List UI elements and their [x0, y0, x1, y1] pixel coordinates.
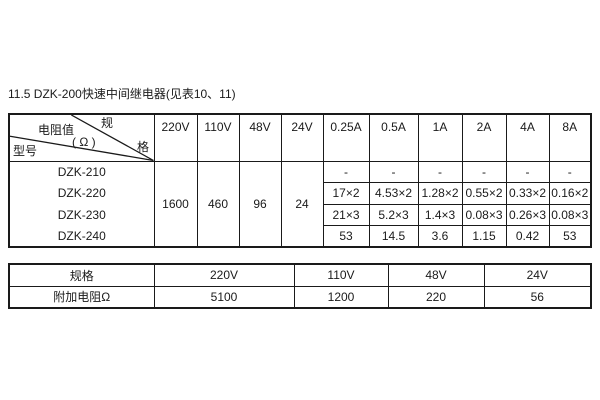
model-cell-dzk-210: DZK-210: [8, 161, 155, 183]
value-cell: -: [461, 160, 507, 183]
addres-value-110v: 1200: [293, 285, 389, 309]
addres-column-220v: 220V: [153, 263, 295, 287]
corner-resistance-unit: ( Ω ): [72, 135, 96, 149]
value-cell: 0.42: [505, 225, 550, 248]
addres-value-220v: 5100: [153, 285, 295, 309]
addres-row-label: 附加电阻Ω: [8, 285, 155, 309]
resistance-value-110v: 460: [196, 160, 240, 248]
value-cell: 53: [548, 225, 592, 248]
value-cell: 53: [322, 225, 370, 248]
column-header-8a: 8A: [548, 113, 592, 162]
addres-value-48v: 220: [387, 285, 485, 309]
column-header-0-5a: 0.5A: [368, 113, 419, 162]
model-cell-dzk-220: DZK-220: [8, 182, 155, 204]
table-row-dzk-240: DZK-240 53 14.5 3.6 1.15 0.42 53: [8, 225, 592, 248]
diagonal-lines: [10, 115, 153, 160]
column-header-24v: 24V: [280, 113, 324, 162]
table-row-dzk-220: DZK-220 17×2 4.53×2 1.28×2 0.55×2 0.33×2…: [8, 182, 592, 205]
value-cell: 0.16×2: [548, 182, 592, 205]
value-cell: -: [368, 160, 419, 183]
addres-column-110v: 110V: [293, 263, 389, 287]
value-cell: -: [548, 160, 592, 183]
value-cell: 1.4×3: [417, 203, 463, 226]
addres-column-48v: 48V: [387, 263, 485, 287]
resistance-value-220v: 1600: [153, 160, 198, 248]
value-cell: 5.2×3: [368, 203, 419, 226]
page-title: 11.5 DZK-200快速中间继电器(见表10、11): [8, 87, 236, 101]
model-cell-dzk-230: DZK-230: [8, 204, 155, 226]
value-cell: 1.15: [461, 225, 507, 248]
column-header-1a: 1A: [417, 113, 463, 162]
column-header-48v: 48V: [238, 113, 282, 162]
column-header-4a: 4A: [505, 113, 550, 162]
addres-column-24v: 24V: [483, 263, 592, 287]
value-cell: 0.33×2: [505, 182, 550, 205]
value-cell: 1.28×2: [417, 182, 463, 205]
value-cell: 17×2: [322, 182, 370, 205]
addres-header-row: 规格 220V 110V 48V 24V: [8, 263, 592, 287]
value-cell: -: [505, 160, 550, 183]
value-cell: -: [322, 160, 370, 183]
value-cell: 0.26×3: [505, 203, 550, 226]
column-header-0-25a: 0.25A: [322, 113, 370, 162]
value-cell: 21×3: [322, 203, 370, 226]
value-cell: 0.08×3: [461, 203, 507, 226]
value-cell: 3.6: [417, 225, 463, 248]
value-cell: 0.08×3: [548, 203, 592, 226]
corner-spec-label-bottom: 格: [137, 140, 150, 154]
column-header-2a: 2A: [461, 113, 507, 162]
resistance-value-48v: 96: [238, 160, 282, 248]
value-cell: -: [417, 160, 463, 183]
value-cell: 4.53×2: [368, 182, 419, 205]
resistance-value-24v: 24: [280, 160, 324, 248]
corner-resistance-label: 电阻值: [38, 123, 75, 137]
value-cell: 0.55×2: [461, 182, 507, 205]
model-cell-dzk-240: DZK-240: [8, 225, 155, 247]
table-row-dzk-210: DZK-210 1600 460 96 24 - - - - - -: [8, 160, 592, 248]
addres-value-24v: 56: [483, 285, 592, 309]
additional-resistance-table: 规格 220V 110V 48V 24V 附加电阻Ω 5100 1200 220…: [8, 263, 592, 309]
corner-spec-label-top: 规: [101, 116, 114, 130]
addres-value-row: 附加电阻Ω 5100 1200 220 56: [8, 285, 592, 309]
value-cell: 14.5: [368, 225, 419, 248]
addres-spec-label: 规格: [8, 263, 155, 287]
column-header-110v: 110V: [196, 113, 240, 162]
column-header-220v: 220V: [153, 113, 198, 162]
spec-table-header-row: 规 格 电阻值 ( Ω ) 型号 220V 110V 48V 24V 0.25A…: [8, 113, 592, 162]
main-spec-table: 规 格 电阻值 ( Ω ) 型号 220V 110V 48V 24V 0.25A…: [8, 113, 592, 248]
corner-model-label: 型号: [13, 144, 38, 158]
diagonal-corner-cell: 规 格 电阻值 ( Ω ) 型号: [8, 113, 155, 162]
